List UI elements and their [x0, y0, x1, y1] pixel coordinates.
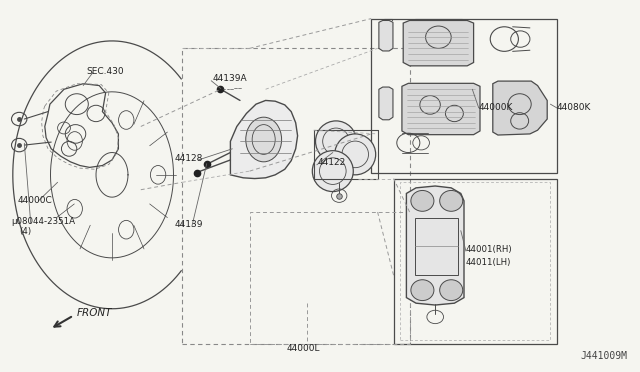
Text: J441009M: J441009M — [580, 351, 627, 361]
Text: 44011(LH): 44011(LH) — [466, 258, 511, 267]
Ellipse shape — [440, 190, 463, 211]
Text: 44139: 44139 — [174, 220, 203, 229]
Polygon shape — [403, 20, 474, 66]
Polygon shape — [493, 81, 547, 135]
Ellipse shape — [312, 151, 353, 192]
Bar — [250, 212, 410, 344]
Text: 44080K: 44080K — [557, 103, 591, 112]
Text: 44128: 44128 — [174, 154, 202, 163]
Ellipse shape — [246, 117, 282, 162]
Polygon shape — [402, 83, 480, 135]
Ellipse shape — [411, 280, 434, 301]
Polygon shape — [230, 100, 298, 179]
Bar — [182, 48, 410, 344]
Polygon shape — [379, 87, 393, 120]
Text: (4): (4) — [19, 227, 31, 236]
Text: 44122: 44122 — [317, 158, 346, 167]
Bar — [415, 218, 458, 275]
Bar — [371, 19, 557, 173]
Bar — [400, 182, 550, 340]
Ellipse shape — [440, 280, 463, 301]
Text: 44000C: 44000C — [18, 196, 52, 205]
Polygon shape — [406, 186, 464, 305]
Text: SEC.430: SEC.430 — [86, 67, 124, 76]
Ellipse shape — [411, 190, 434, 211]
Text: 44139A: 44139A — [212, 74, 247, 83]
Text: FRONT: FRONT — [77, 308, 112, 318]
Ellipse shape — [335, 134, 376, 175]
Ellipse shape — [316, 121, 356, 162]
Bar — [394, 179, 557, 344]
Polygon shape — [379, 20, 393, 51]
Text: 44001(RH): 44001(RH) — [466, 245, 513, 254]
Text: µ08044-2351A: µ08044-2351A — [12, 217, 76, 226]
Text: 44000L: 44000L — [287, 344, 320, 353]
Text: 44000K: 44000K — [479, 103, 513, 112]
